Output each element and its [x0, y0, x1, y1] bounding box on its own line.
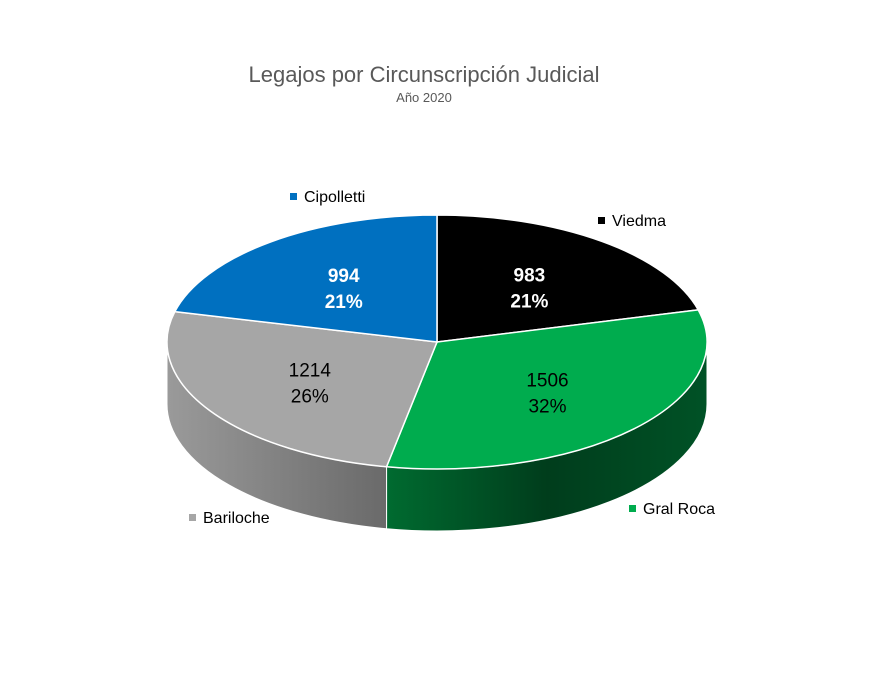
slice-viedma: [436, 214, 700, 343]
legend-label-gral-roca: Gral Roca: [643, 501, 715, 518]
data-label-value-viedma: 983: [514, 266, 546, 287]
legend-label-cipolletti: Cipolletti: [304, 189, 365, 206]
data-label-percent-cipolletti: 21%: [325, 292, 363, 313]
chart-title: Legajos por Circunscripción Judicial: [249, 62, 600, 87]
data-label-percent-viedma: 21%: [510, 292, 548, 313]
data-label-percent-bariloche: 26%: [291, 386, 329, 407]
chart-subtitle: Año 2020: [396, 90, 452, 105]
legend-swatch-viedma: [598, 217, 605, 224]
legend-swatch-bariloche: [189, 514, 196, 521]
data-label-value-bariloche: 1214: [289, 360, 332, 381]
data-label-value-cipolletti: 994: [328, 266, 360, 287]
data-label-value-gral-roca: 1506: [526, 371, 568, 392]
legend-swatch-cipolletti: [290, 193, 297, 200]
pie-slices: [166, 214, 708, 470]
legend: Viedma Gral Roca Bariloche Cipolletti: [189, 189, 715, 527]
legend-swatch-gral-roca: [629, 505, 636, 512]
legend-label-viedma: Viedma: [612, 213, 666, 230]
slice-gral-roca: [385, 309, 708, 470]
data-label-percent-gral-roca: 32%: [528, 397, 566, 418]
data-labels: 983 21% 1506 32% 1214 26% 994 21%: [289, 266, 569, 418]
slice-bariloche: [166, 310, 439, 468]
legend-label-bariloche: Bariloche: [203, 510, 270, 527]
slice-cipolletti: [173, 214, 438, 343]
